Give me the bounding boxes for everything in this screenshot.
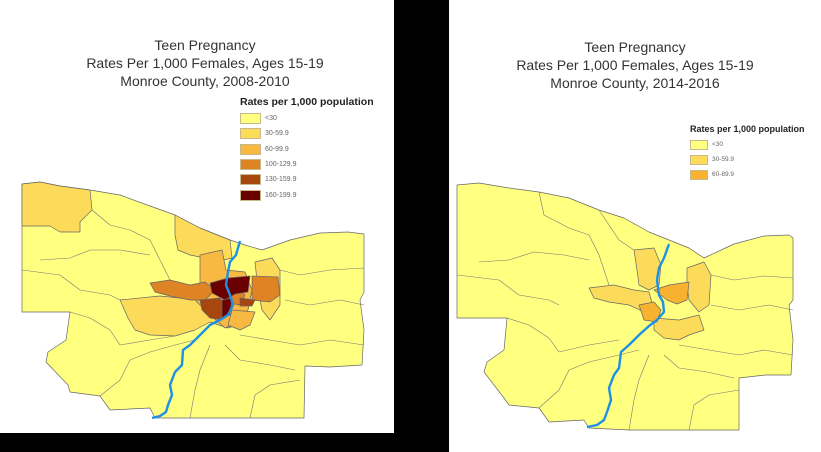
legend-label: 130-159.9 (265, 176, 297, 184)
legend-swatch (240, 159, 261, 171)
legend-title: Rates per 1,000 population (240, 96, 374, 108)
legend-item: 30-59.9 (690, 152, 805, 167)
legend-label: <30 (265, 115, 277, 123)
legend-swatch (690, 154, 708, 165)
legend-item: <30 (690, 137, 805, 152)
legend-item: 60-89.9 (690, 167, 805, 182)
legend-title: Rates per 1,000 population (690, 124, 805, 134)
title-line-2: Rates Per 1,000 Females, Ages 15-19 (516, 57, 754, 73)
region-south-30 (653, 314, 705, 341)
legend-swatch (690, 169, 708, 180)
region-north-30 (633, 247, 662, 291)
map-title: Teen Pregnancy Rates Per 1,000 Females, … (449, 38, 821, 92)
legend-item: 60-99.9 (240, 142, 374, 157)
title-line-1: Teen Pregnancy (154, 37, 256, 53)
region-southeast-60 (227, 309, 256, 331)
legend-swatch (690, 139, 708, 150)
map-title: Teen Pregnancy Rates Per 1,000 Females, … (60, 36, 350, 90)
legend-label: <30 (712, 141, 724, 148)
legend-item: 130-159.9 (240, 172, 374, 187)
legend-item: 160-199.9 (240, 187, 374, 202)
county-map-2008-2010 (21, 181, 365, 420)
legend-item: 100-129.9 (240, 157, 374, 172)
legend-label: 100-129.9 (265, 161, 297, 169)
region-se-130 (239, 297, 256, 307)
legend-label: 60-89.9 (712, 171, 735, 178)
title-line-1: Teen Pregnancy (584, 39, 686, 55)
map-legend: Rates per 1,000 population <30 30-59.9 6… (240, 96, 374, 203)
legend-swatch (240, 143, 261, 155)
title-line-2: Rates Per 1,000 Females, Ages 15-19 (86, 55, 324, 71)
region-east-100 (251, 275, 281, 303)
map-legend: Rates per 1,000 population <30 30-59.9 6… (690, 124, 805, 182)
genesee-river (151, 240, 242, 420)
legend-label: 30-59.9 (712, 156, 735, 163)
region-west-100 (149, 279, 216, 301)
map-panel-2014-2016: Teen Pregnancy Rates Per 1,000 Females, … (449, 0, 821, 452)
legend-item: <30 (240, 111, 374, 126)
title-line-3: Monroe County, 2014-2016 (550, 75, 720, 91)
county-outline (456, 182, 794, 431)
genesee-river (586, 243, 671, 429)
legend-swatch (240, 189, 261, 201)
title-line-3: Monroe County, 2008-2010 (120, 73, 290, 89)
legend-label: 30-59.9 (265, 130, 289, 138)
region-northwest (21, 181, 93, 233)
legend-swatch (240, 174, 261, 186)
legend-swatch (240, 128, 261, 140)
legend-swatch (240, 113, 261, 125)
region-core-60 (653, 281, 690, 305)
legend-item: 30-59.9 (240, 126, 374, 141)
county-map-2014-2016 (456, 182, 794, 431)
map-panel-2008-2010: Teen Pregnancy Rates Per 1,000 Females, … (0, 0, 394, 433)
legend-label: 160-199.9 (265, 191, 297, 199)
region-core-160 (209, 275, 251, 301)
legend-label: 60-99.9 (265, 145, 289, 153)
